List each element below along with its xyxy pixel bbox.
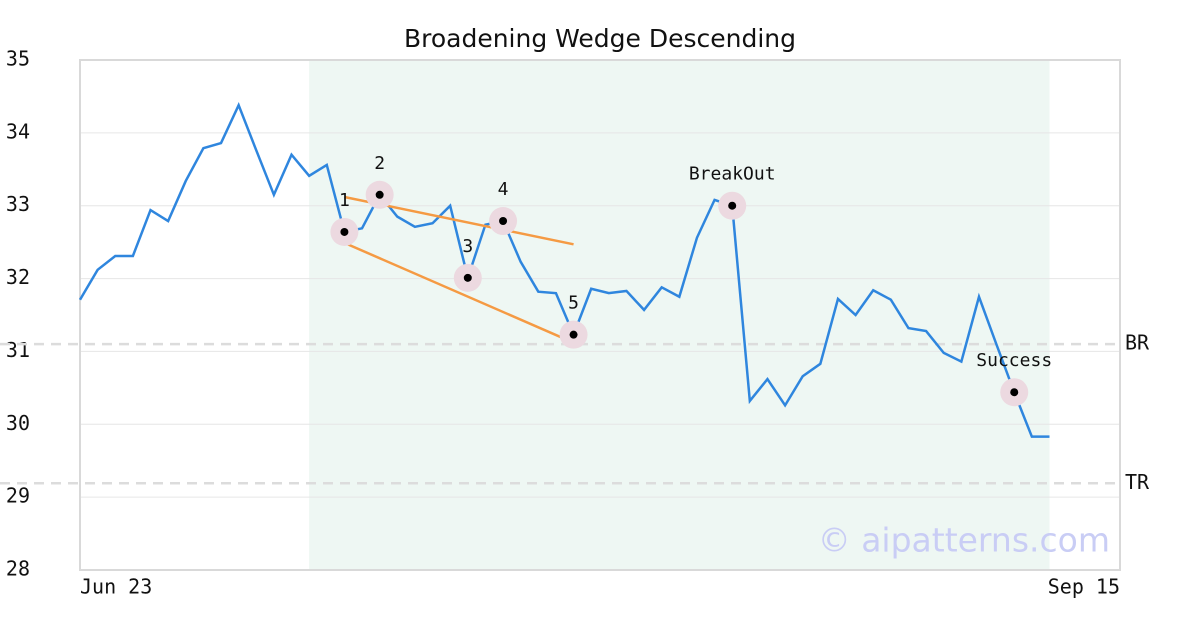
highlight-region xyxy=(309,60,1050,570)
y-tick-label: 33 xyxy=(6,192,30,216)
y-tick-label: 31 xyxy=(6,338,30,362)
pattern-point xyxy=(499,217,508,226)
reference-label: TR xyxy=(1125,470,1150,494)
reference-label: BR xyxy=(1125,331,1150,355)
pattern-point xyxy=(569,330,578,339)
pattern-point xyxy=(375,190,384,199)
annotation-label: 5 xyxy=(568,293,579,314)
y-tick-label: 30 xyxy=(6,411,30,435)
annotation-label: 1 xyxy=(339,190,350,211)
pattern-point xyxy=(463,273,472,282)
annotation-label: 2 xyxy=(374,153,385,174)
pattern-point xyxy=(728,201,737,210)
y-tick-label: 32 xyxy=(6,265,30,289)
trend-line xyxy=(343,241,575,344)
annotation-label: 3 xyxy=(462,236,473,257)
y-tick-label: 29 xyxy=(6,484,30,508)
price-line xyxy=(78,101,1050,438)
y-tick-label: 34 xyxy=(6,119,30,143)
x-tick-label: Jun 23 xyxy=(80,575,152,599)
y-tick-label: 35 xyxy=(6,47,30,71)
pattern-point xyxy=(340,227,349,236)
plot-frame xyxy=(79,59,1121,571)
watermark: © aipatterns.com xyxy=(818,521,1110,560)
annotation-label: Success xyxy=(976,350,1052,371)
y-tick-label: 28 xyxy=(6,557,30,581)
chart-title: Broadening Wedge Descending xyxy=(404,24,796,53)
annotation-label: BreakOut xyxy=(689,164,776,185)
annotation-label: 4 xyxy=(498,179,509,200)
x-tick-label: Sep 15 xyxy=(1048,575,1120,599)
pattern-point xyxy=(1010,388,1019,397)
